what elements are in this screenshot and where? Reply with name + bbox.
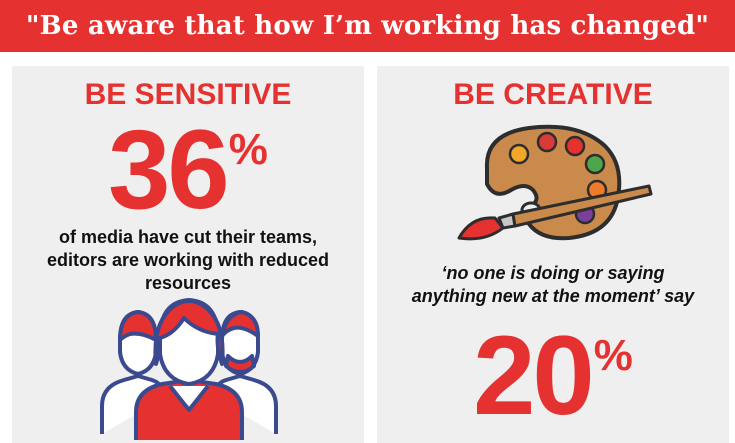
be-sensitive-panel: BE SENSITIVE 36% of media have cut their… <box>12 66 364 443</box>
sensitive-description: of media have cut their teams, editors a… <box>12 226 364 295</box>
banner-title: "Be aware that how I’m working has chang… <box>25 11 710 41</box>
quote-line: anything new at the moment’ say <box>411 286 695 306</box>
creative-stat-unit: % <box>593 331 633 380</box>
sensitive-stat: 36% <box>12 114 364 226</box>
description-line: editors are working with reduced <box>46 250 330 270</box>
creative-stat: 20% <box>377 320 729 432</box>
description-line: resources <box>144 273 232 293</box>
quote-line: ‘no one is doing or saying <box>441 263 665 283</box>
creative-quote: ‘no one is doing or saying anything new … <box>377 262 729 308</box>
sensitive-stat-number: 36 <box>108 107 230 232</box>
be-creative-heading: BE CREATIVE <box>453 78 653 111</box>
paint-palette-icon <box>457 124 653 241</box>
be-sensitive-heading: BE SENSITIVE <box>84 78 292 111</box>
description-line: of media have cut their teams, <box>58 227 318 247</box>
be-creative-panel: BE CREATIVE ‘no one is doing or saying a… <box>377 66 729 443</box>
title-banner: "Be aware that how I’m working has chang… <box>0 0 735 52</box>
sensitive-stat-unit: % <box>228 125 268 174</box>
people-group-icon <box>100 298 278 440</box>
creative-stat-number: 20 <box>473 313 595 438</box>
